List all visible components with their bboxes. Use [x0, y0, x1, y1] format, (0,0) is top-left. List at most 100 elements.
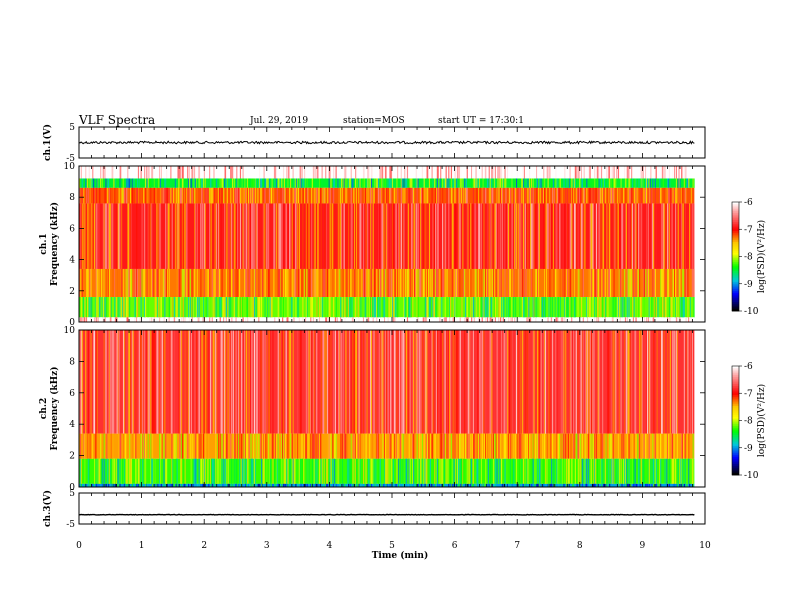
spectral-streak: [536, 268, 538, 298]
colorbar-swatch: [732, 433, 739, 436]
colorbar-swatch: [732, 411, 739, 414]
spectral-streak: [417, 458, 419, 484]
spectral-streak: [638, 433, 641, 459]
spectral-streak: [524, 187, 526, 204]
spectral-streak: [380, 483, 382, 487]
spectral-streak: [594, 297, 596, 318]
spectral-streak: [497, 458, 499, 484]
spectral-streak: [464, 166, 467, 179]
spectral-streak: [357, 483, 359, 487]
spectral-streak: [323, 483, 325, 487]
spectral-streak: [356, 187, 358, 204]
spectral-streak: [537, 178, 539, 188]
spectral-streak: [359, 203, 361, 269]
spectral-streak: [340, 178, 343, 188]
spectral-streak: [499, 166, 501, 179]
spectral-streak: [397, 483, 399, 487]
spectral-streak: [645, 483, 647, 487]
spectral-streak: [183, 268, 185, 298]
spectral-streak: [158, 166, 161, 179]
spectral-streak: [675, 203, 677, 269]
spectral-streak: [394, 330, 396, 434]
x-tick-label: 8: [577, 541, 583, 551]
spectral-streak: [652, 433, 654, 459]
spectral-streak: [631, 330, 633, 434]
spectral-streak: [675, 483, 678, 487]
spectral-streak: [608, 458, 610, 484]
spectral-streak: [146, 178, 148, 188]
spectral-streak: [297, 203, 299, 269]
spectral-streak: [108, 203, 111, 269]
spectral-streak: [248, 297, 250, 318]
spectral-streak: [144, 458, 147, 484]
spectral-streak: [207, 433, 209, 459]
spectral-streak: [231, 203, 233, 269]
spectral-streak: [338, 178, 340, 188]
spectral-streak: [638, 297, 640, 318]
spectral-streak: [589, 433, 591, 459]
spectral-streak: [287, 458, 289, 484]
spectral-streak: [489, 458, 491, 484]
spectral-streak: [280, 297, 282, 318]
spectral-streak: [595, 187, 597, 204]
spectral-streak: [660, 317, 662, 322]
spectral-streak: [533, 433, 535, 459]
spectral-streak: [379, 178, 381, 188]
spectral-streak: [129, 203, 132, 269]
spectral-streak: [202, 297, 204, 318]
spectral-streak: [676, 187, 678, 204]
colorbar-swatch: [732, 227, 739, 230]
spectral-streak: [357, 433, 359, 459]
spectral-streak: [438, 297, 440, 318]
spectral-streak: [386, 178, 388, 188]
spectral-streak: [618, 268, 620, 298]
spectral-streak: [328, 178, 330, 188]
spectral-streak: [158, 268, 161, 298]
spectral-streak: [257, 178, 259, 188]
spectral-streak: [304, 178, 307, 188]
spectral-streak: [479, 317, 482, 322]
spectral-streak: [97, 297, 99, 318]
spectral-streak: [555, 178, 557, 188]
spectral-streak: [318, 178, 321, 188]
spectral-streak: [488, 166, 490, 179]
spectral-streak: [564, 268, 566, 298]
spectral-streak: [209, 203, 211, 269]
spectral-streak: [575, 187, 577, 204]
spectral-streak: [612, 187, 614, 204]
spectral-streak: [416, 187, 418, 204]
spectral-streak: [382, 187, 384, 204]
spectral-streak: [317, 203, 319, 269]
spectral-streak: [253, 203, 255, 269]
spectral-streak: [457, 166, 460, 179]
spectral-streak: [363, 166, 366, 179]
ch1-waveform-panel: 5-5ch.1(V): [42, 123, 706, 164]
spectral-streak: [496, 268, 498, 298]
colorbar-swatch: [732, 453, 739, 456]
spectral-streak: [655, 297, 657, 318]
spectral-streak: [457, 203, 460, 269]
spectral-streak: [571, 203, 573, 269]
spectral-streak: [112, 187, 114, 204]
spectral-streak: [372, 203, 374, 269]
spectral-streak: [127, 433, 129, 459]
spectral-streak: [558, 178, 561, 188]
spectral-streak: [556, 330, 558, 434]
spectral-streak: [130, 166, 133, 179]
spectral-streak: [182, 187, 184, 204]
spectral-streak: [413, 268, 416, 298]
spectral-streak: [234, 330, 236, 434]
spectral-streak: [239, 187, 242, 204]
spectral-streak: [116, 268, 118, 298]
spectral-streak: [391, 458, 393, 484]
spectral-streak: [349, 178, 351, 188]
spectral-streak: [486, 297, 488, 318]
spectral-streak: [454, 178, 456, 188]
spectral-streak: [176, 203, 178, 269]
spectral-streak: [504, 330, 506, 434]
colorbar-label: log(PSD)(V²/Hz): [756, 384, 767, 457]
spectral-streak: [293, 268, 295, 298]
spectral-streak: [143, 187, 145, 204]
spectral-streak: [94, 166, 97, 179]
spectral-streak: [452, 433, 454, 459]
